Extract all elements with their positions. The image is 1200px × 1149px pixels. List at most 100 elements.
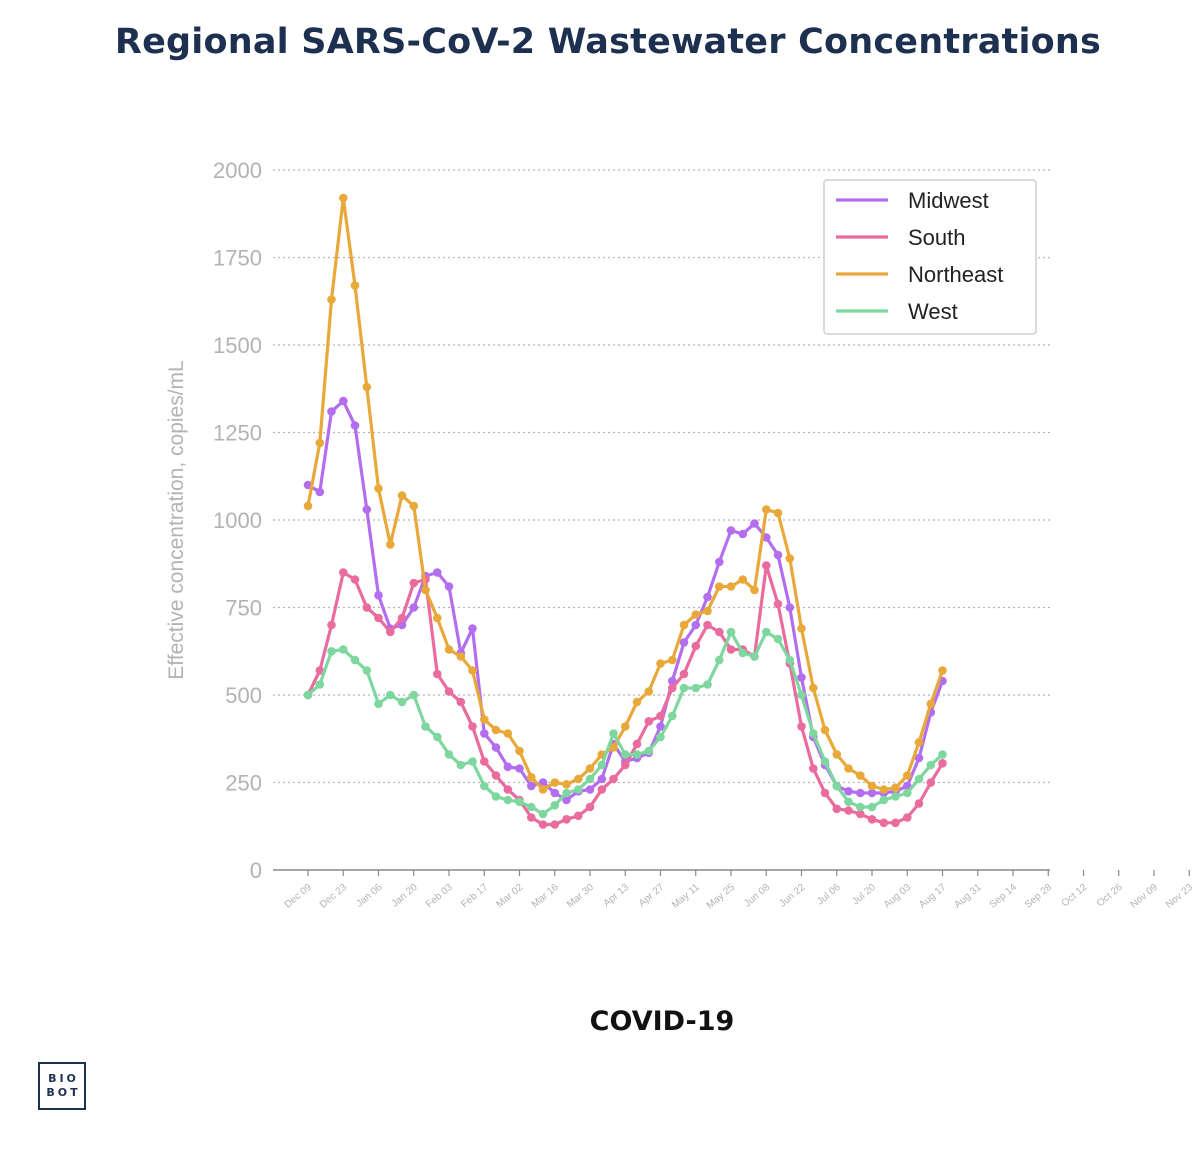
x-tick-label: Dec 09	[283, 882, 315, 911]
data-point-northeast	[374, 484, 383, 493]
data-point-south	[327, 620, 336, 630]
data-point-west	[339, 645, 348, 654]
x-tick-label: May 25	[705, 882, 738, 912]
data-point-west	[374, 699, 383, 709]
data-point-midwest	[538, 778, 548, 787]
data-point-midwest	[773, 550, 783, 560]
data-point-west	[609, 729, 618, 738]
x-tick-label: Jan 20	[390, 882, 420, 910]
data-point-south	[679, 669, 689, 679]
data-point-west	[738, 648, 748, 658]
data-point-south	[621, 760, 630, 770]
data-point-midwest	[409, 603, 419, 612]
data-point-west	[468, 757, 477, 766]
data-point-west	[515, 797, 524, 807]
data-point-west	[362, 666, 372, 675]
data-point-midwest	[762, 533, 771, 542]
data-point-south	[574, 811, 583, 821]
data-point-south	[797, 722, 806, 731]
data-point-west	[726, 627, 736, 637]
data-point-west	[891, 792, 900, 801]
data-point-west	[409, 690, 419, 700]
series-line-midwest	[306, 399, 945, 802]
data-point-northeast	[750, 585, 759, 595]
data-point-midwest	[527, 781, 536, 791]
data-point-south	[315, 666, 325, 675]
page-title: Regional SARS-CoV-2 Wastewater Concentra…	[114, 22, 1102, 62]
data-point-northeast	[409, 501, 419, 511]
chart-subtitle: COVID-19	[589, 1006, 735, 1037]
x-tick-label: Apr 27	[637, 882, 667, 910]
data-point-northeast	[891, 783, 900, 793]
axes: 0 250 500 750 1000 1250 1500 1750 2000 Dec 09 Dec …	[165, 158, 1200, 911]
x-tick-label: Apr 13	[602, 882, 632, 910]
data-point-south	[879, 818, 889, 828]
data-point-west	[421, 722, 430, 731]
legend-label-northeast: Northeast	[908, 262, 1003, 287]
data-point-midwest	[867, 788, 877, 798]
data-point-northeast	[515, 746, 524, 756]
data-point-midwest	[715, 557, 724, 567]
data-point-northeast	[703, 606, 712, 616]
data-point-northeast	[538, 785, 548, 794]
logo-line-2: BOT	[46, 1086, 81, 1099]
data-point-west	[491, 792, 501, 801]
x-tick-label: Feb 17	[459, 882, 490, 911]
data-point-northeast	[820, 725, 830, 735]
data-point-midwest	[785, 603, 795, 612]
data-point-west	[550, 801, 560, 810]
data-point-south	[339, 568, 348, 577]
data-point-midwest	[856, 788, 865, 798]
legend: Midwest South Northeast West	[823, 179, 1037, 335]
y-tick-label: 500	[225, 683, 262, 708]
x-tick-label: Mar 30	[565, 882, 596, 911]
data-point-northeast	[668, 655, 677, 665]
data-point-south	[397, 613, 407, 623]
data-point-northeast	[773, 508, 783, 518]
data-point-west	[903, 788, 912, 798]
data-point-midwest	[703, 592, 712, 602]
data-point-midwest	[738, 529, 748, 539]
data-point-northeast	[527, 773, 536, 782]
data-point-northeast	[797, 624, 806, 633]
data-point-midwest	[550, 788, 560, 798]
data-point-northeast	[562, 780, 571, 789]
data-point-west	[715, 655, 724, 665]
data-point-midwest	[444, 582, 454, 591]
data-point-west	[856, 802, 865, 812]
data-point-south	[903, 813, 912, 822]
data-point-midwest	[656, 722, 665, 731]
data-point-south	[362, 603, 372, 612]
data-point-northeast	[926, 699, 936, 709]
data-point-midwest	[480, 729, 489, 738]
data-point-west	[938, 750, 947, 759]
data-point-midwest	[515, 764, 524, 773]
x-tick-label: Nov 23	[1164, 882, 1196, 911]
data-point-west	[691, 683, 701, 693]
data-point-northeast	[456, 652, 466, 661]
data-point-midwest	[750, 519, 759, 528]
data-point-midwest	[374, 591, 383, 600]
y-tick-label: 1000	[213, 508, 262, 533]
data-point-midwest	[691, 620, 701, 630]
x-tick-label: Aug 31	[952, 882, 984, 911]
data-point-northeast	[303, 501, 313, 511]
data-point-northeast	[550, 778, 560, 787]
data-point-northeast	[421, 585, 430, 595]
x-tick-label: Aug 03	[882, 882, 914, 911]
data-point-west	[668, 711, 677, 721]
data-point-midwest	[914, 753, 924, 763]
data-point-south	[632, 739, 642, 749]
data-point-northeast	[433, 613, 442, 623]
x-tick-label: Feb 03	[424, 882, 455, 911]
data-point-south	[409, 578, 419, 588]
data-point-midwest	[339, 396, 348, 406]
data-point-northeast	[632, 697, 642, 707]
data-point-south	[468, 722, 477, 731]
data-point-south	[668, 683, 677, 693]
data-point-northeast	[914, 738, 924, 747]
x-tick-label: Jul 06	[815, 882, 843, 908]
data-point-south	[444, 687, 454, 696]
data-point-northeast	[397, 491, 407, 500]
data-point-south	[585, 802, 595, 812]
